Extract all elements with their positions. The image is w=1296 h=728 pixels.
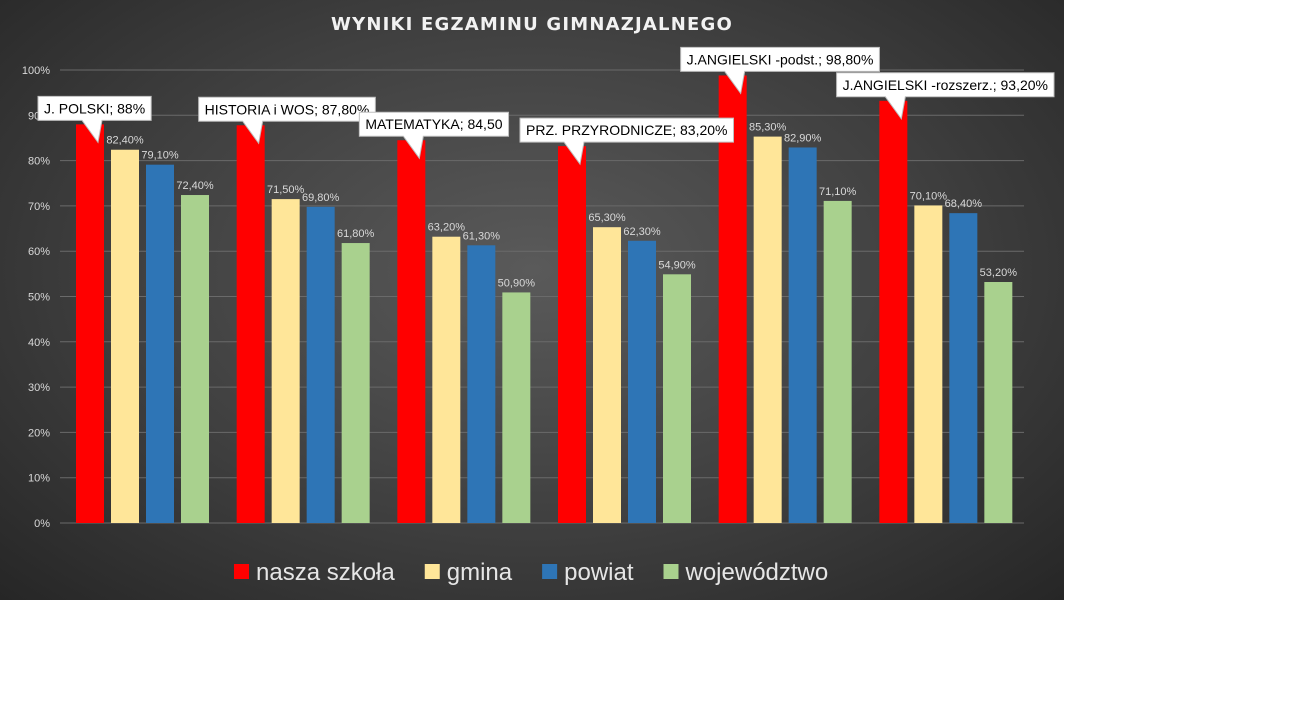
callout-0: J. POLSKI; 88%: [37, 95, 152, 144]
legend-label: gmina: [447, 559, 513, 586]
bar-0-4: [718, 75, 747, 523]
data-label: 70,10%: [910, 190, 948, 202]
data-label: 61,30%: [463, 230, 501, 242]
y-tick-label: 100%: [22, 65, 50, 77]
bar-2-5: [949, 213, 978, 523]
bar-0-1: [236, 125, 265, 524]
bar-3-3: [663, 274, 691, 523]
data-label: 68,40%: [945, 198, 983, 210]
data-label: 54,90%: [658, 259, 696, 271]
callout-box: [358, 111, 510, 160]
callout-5: J.ANGIELSKI -rozszerz.; 93,20%: [836, 72, 1055, 121]
bar-0-3: [558, 146, 586, 523]
legend-swatch: [663, 564, 679, 579]
data-label: 63,20%: [428, 222, 466, 234]
callout-box: [519, 117, 734, 166]
chart-panel: WYNIKI EGZAMINU GIMNAZJALNEGO 0% 10% 20% 30…: [0, 0, 1064, 600]
bar-3-4: [823, 200, 852, 524]
callout-text: J.ANGIELSKI -rozszerz.; 93,20%: [843, 77, 1048, 93]
callout-text: J.ANGIELSKI -podst.; 98,80%: [687, 51, 874, 67]
y-tick-label: 10%: [28, 473, 50, 485]
data-label: 79,10%: [141, 150, 179, 162]
legend-label: nasza szkoła: [256, 559, 395, 586]
y-tick-label: 40%: [28, 337, 50, 349]
callout-text: HISTORIA i WOS; 87,80%: [205, 101, 370, 117]
y-tick-label: 70%: [28, 201, 50, 213]
bar-2-3: [628, 240, 656, 523]
bar-2-4: [788, 147, 817, 523]
bar-3-2: [502, 292, 531, 523]
callout-text: MATEMATYKA; 84,50: [365, 116, 502, 132]
callout-3: PRZ. PRZYRODNICZE; 83,20%: [519, 117, 734, 166]
y-tick-label: 20%: [28, 427, 50, 439]
data-label: 85,30%: [749, 122, 787, 134]
legend-label: województwo: [685, 559, 829, 586]
bar-3-5: [984, 282, 1013, 523]
callout-box: [198, 96, 376, 145]
callout-text: J. POLSKI; 88%: [44, 100, 145, 116]
legend-item-1: gmina: [424, 559, 513, 586]
callout-box: [836, 72, 1055, 121]
gridlines: [60, 69, 1024, 524]
bar-2-1: [306, 206, 335, 523]
data-label: 50,90%: [498, 277, 536, 289]
data-label: 82,40%: [106, 135, 144, 147]
bar-2-0: [146, 164, 174, 523]
legend-swatch: [542, 564, 558, 579]
callout-4: J.ANGIELSKI -podst.; 98,80%: [680, 46, 880, 95]
legend-swatch: [424, 564, 440, 579]
callout-2: MATEMATYKA; 84,50: [358, 111, 510, 160]
data-label: 62,30%: [623, 226, 661, 238]
legend-label: powiat: [564, 559, 634, 586]
bar-3-1: [341, 243, 370, 523]
bar-0-5: [879, 100, 908, 523]
data-label: 71,50%: [267, 184, 305, 196]
legend-item-0: nasza szkoła: [234, 559, 395, 586]
bar-3-0: [181, 195, 209, 523]
data-label: 72,40%: [176, 180, 214, 192]
bar-1-1: [271, 199, 300, 524]
y-tick-label: 60%: [28, 246, 50, 258]
bar-1-2: [432, 236, 461, 524]
y-tick-label: 0%: [34, 518, 50, 530]
y-tick-label: 80%: [28, 156, 50, 168]
bars: [76, 75, 1013, 524]
legend-item-3: województwo: [663, 559, 829, 586]
legend-swatch: [234, 564, 249, 579]
bar-1-4: [753, 136, 782, 523]
y-axis-ticks: 0%10%20%30%40%50%60%70%80%90%100%: [22, 65, 50, 530]
data-labels: 82,40% 79,10% 72,40% 71,50%69,80% 61,80% 63,2…: [106, 122, 1017, 290]
bar-1-5: [914, 205, 943, 523]
callouts: J. POLSKI; 88% HISTORIA i WOS; 87,80%MATE…: [37, 46, 1055, 166]
callout-box: [37, 95, 152, 144]
bar-0-0: [76, 124, 104, 524]
y-tick-label: 30%: [28, 382, 50, 394]
data-label: 71,10%: [819, 186, 857, 198]
data-label: 53,20%: [980, 267, 1018, 279]
callout-1: HISTORIA i WOS; 87,80%: [198, 96, 376, 145]
legend-item-2: powiat: [542, 559, 634, 586]
data-label: 82,90%: [784, 132, 822, 144]
y-tick-label: 50%: [28, 292, 50, 304]
bar-1-0: [111, 149, 139, 523]
legend: nasza szkoła gmina powiat województwo: [234, 559, 828, 586]
bar-2-2: [467, 245, 496, 523]
data-label: 65,30%: [588, 212, 626, 224]
bar-1-3: [593, 227, 621, 524]
chart-title: WYNIKI EGZAMINU GIMNAZJALNEGO: [331, 14, 733, 35]
data-label: 61,80%: [337, 228, 375, 240]
bar-0-2: [397, 140, 426, 523]
data-label: 69,80%: [302, 192, 340, 204]
callout-box: [680, 46, 880, 95]
bar-chart: WYNIKI EGZAMINU GIMNAZJALNEGO 0% 10% 20% 30…: [22, 14, 1055, 586]
callout-text: PRZ. PRZYRODNICZE; 83,20%: [526, 122, 728, 138]
